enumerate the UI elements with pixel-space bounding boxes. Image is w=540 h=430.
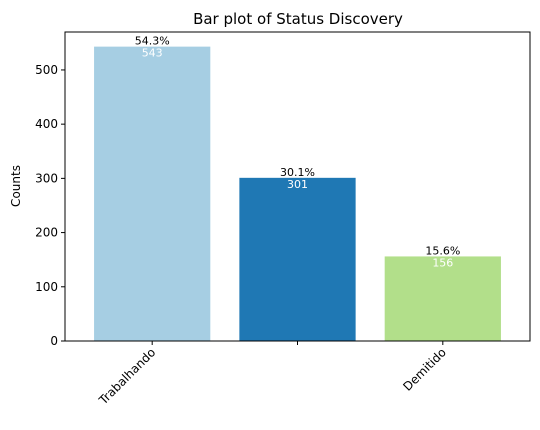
bar-percent-label-1: 30.1% [280,166,315,179]
bars-group: 54.3%543 30.1%301 15.6%156 [94,35,501,341]
bar-percent-label-2: 15.6% [425,244,460,257]
y-axis-label: Counts [9,165,23,207]
bar-value-label-0: 543 [142,47,163,60]
x-tick-label-2: Demitido [400,345,449,394]
x-axis: Trabalhando Demitido [96,341,449,408]
y-tick-label-0: 0 [50,334,58,348]
y-tick-label-4: 400 [35,117,58,131]
x-tick-label-0: Trabalhando [96,345,159,408]
y-tick-label-5: 500 [35,63,58,77]
y-tick-label-1: 100 [35,280,58,294]
bar-1 [239,177,356,341]
bar-value-label-1: 301 [287,178,308,191]
plot-frame [64,31,531,342]
y-axis: 0 100 200 300 400 500 [35,63,65,348]
chart-title: Bar plot of Status Discovery [193,10,403,28]
y-tick-label-3: 300 [35,171,58,185]
bar-percent-label-0: 54.3% [135,35,170,48]
y-tick-label-2: 200 [35,226,58,240]
bar-2 [384,256,501,341]
bar-value-label-2: 156 [432,256,453,269]
bar-0 [94,46,211,341]
